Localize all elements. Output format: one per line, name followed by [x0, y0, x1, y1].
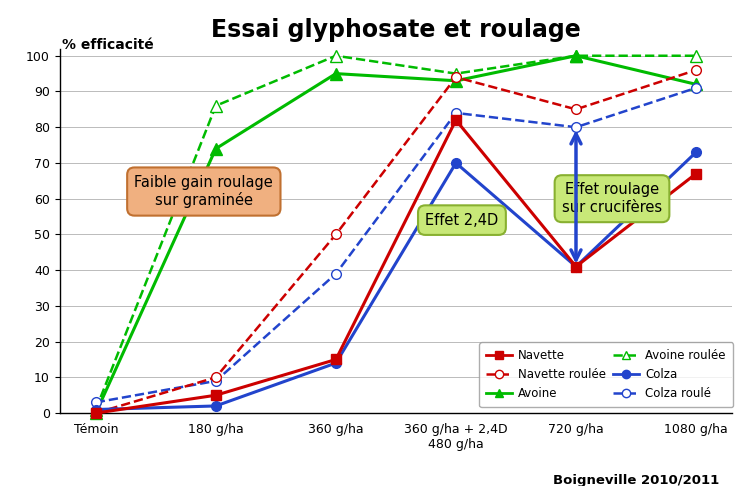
- Text: Boigneville 2010/2011: Boigneville 2010/2011: [553, 474, 719, 486]
- Text: Effet 2,4D: Effet 2,4D: [425, 213, 498, 227]
- Text: % efficacité: % efficacité: [62, 38, 154, 52]
- Title: Essai glyphosate et roulage: Essai glyphosate et roulage: [211, 18, 580, 42]
- Text: Effet roulage
sur crucifères: Effet roulage sur crucifères: [562, 182, 662, 215]
- Text: Faible gain roulage
sur graminée: Faible gain roulage sur graminée: [134, 175, 273, 208]
- Legend: Navette, Navette roulée, Avoine, Avoine roulée, Colza, Colza roulé: Navette, Navette roulée, Avoine, Avoine …: [480, 342, 733, 407]
